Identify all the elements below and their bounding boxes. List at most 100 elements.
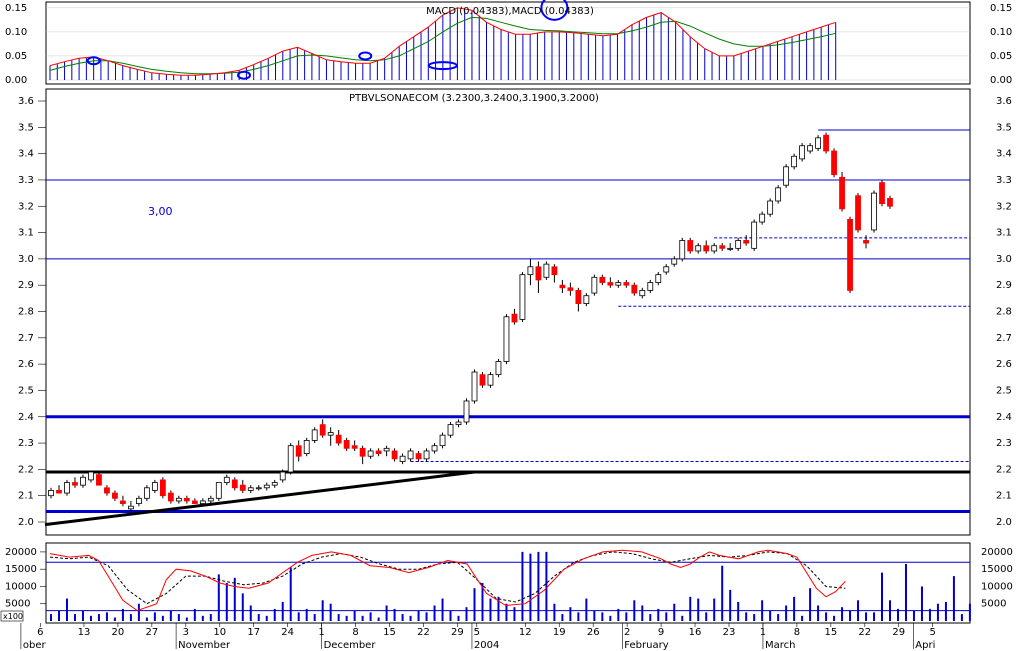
price-tick-label: 2.2 <box>996 464 1012 475</box>
candle-body <box>431 445 438 452</box>
macd-tick-label: 0.00 <box>5 75 27 86</box>
candle-body <box>855 195 861 231</box>
date-tick-label: 22 <box>417 627 430 638</box>
candle-body <box>463 400 470 423</box>
candlesticks <box>48 132 893 512</box>
candle-body <box>343 440 350 449</box>
candle-body <box>247 487 254 491</box>
price-tick-label: 2.1 <box>18 491 34 502</box>
date-tick-label: 13 <box>78 627 91 638</box>
candle-body <box>80 476 86 486</box>
candle-body <box>359 447 366 457</box>
candle-body <box>607 282 614 286</box>
date-tick-label: 5 <box>474 627 480 638</box>
candle-body <box>199 500 206 504</box>
stochastic-d-line <box>49 551 846 605</box>
date-tick-label: 9 <box>658 627 664 638</box>
month-label: March <box>765 640 795 651</box>
candle-body <box>823 134 829 152</box>
candle-body <box>671 258 678 265</box>
candle-body <box>96 474 102 486</box>
candle-body <box>863 240 869 244</box>
candle-body <box>151 482 158 491</box>
macd-line <box>49 7 836 76</box>
unit-box <box>0 610 24 622</box>
price-tick-label: 2.0 <box>996 517 1012 528</box>
stochastic-y-axis-left: 5000 10000 15000 20000 <box>5 547 46 610</box>
date-tick-label: 19 <box>553 627 566 638</box>
candle-body <box>112 492 118 499</box>
candle-body <box>287 445 294 473</box>
price-tick-label: 3.0 <box>18 254 34 265</box>
candle-body <box>271 482 278 486</box>
candle-body <box>239 484 246 491</box>
price-tick-label: 3.3 <box>996 175 1012 186</box>
candle-body <box>735 240 742 249</box>
candle-body <box>303 440 310 454</box>
month-label: December <box>324 640 377 651</box>
candle-body <box>615 282 622 286</box>
stochastic-tick-label: 20000 <box>981 547 1013 558</box>
candle-body <box>367 450 374 457</box>
price-tick-label: 3.2 <box>18 201 34 212</box>
candle-body <box>687 240 694 252</box>
date-tick-label: 22 <box>858 627 871 638</box>
price-tick-label: 3.1 <box>996 228 1012 239</box>
price-frame <box>45 88 971 536</box>
price-annotation: 3,00 <box>148 205 173 218</box>
candle-body <box>519 274 526 320</box>
candle-body <box>743 240 750 244</box>
candle-body <box>879 182 885 205</box>
price-tick-label: 2.3 <box>996 438 1012 449</box>
price-tick-label: 3.4 <box>18 149 34 160</box>
candle-body <box>391 450 398 460</box>
candle-body <box>295 445 302 457</box>
candle-body <box>143 487 150 499</box>
price-tick-label: 2.4 <box>996 412 1012 423</box>
candle-body <box>559 284 566 289</box>
macd-highlight-circle <box>358 51 373 61</box>
candle-body <box>535 266 542 281</box>
stochastic-y-axis-right: 5000 10000 15000 20000 <box>981 547 1013 610</box>
macd-tick-label: 0.15 <box>990 3 1012 14</box>
price-tick-label: 2.1 <box>996 491 1012 502</box>
stochastic-tick-label: 10000 <box>981 581 1013 592</box>
candle-body <box>56 490 62 494</box>
price-tick-label: 3.5 <box>18 122 34 133</box>
unit-label: x100 <box>3 612 23 621</box>
price-tick-label: 2.7 <box>996 333 1012 344</box>
candle-body <box>335 434 342 444</box>
month-label: 2004 <box>474 640 499 651</box>
date-tick-label: 10 <box>213 627 226 638</box>
macd-highlights <box>86 0 569 80</box>
candle-body <box>191 500 198 504</box>
date-ticks: 6 13 20 27 3 10 17 24 1 8 15 22 29 5 12 19 26 2 9 16 23 1 8 15 2… <box>37 623 936 638</box>
macd-y-axis-left: 0.00 0.05 0.10 0.15 <box>5 3 27 86</box>
stochastic-tick-label: 5000 <box>5 599 30 610</box>
candle-body <box>807 145 813 152</box>
candle-body <box>639 290 646 297</box>
candle-body <box>767 200 774 215</box>
candle-body <box>887 197 893 207</box>
candle-body <box>655 274 662 283</box>
date-tick-label: 26 <box>587 627 600 638</box>
date-tick-label: 27 <box>145 627 158 638</box>
price-tick-label: 3.5 <box>996 122 1012 133</box>
candle-body <box>719 245 726 249</box>
candle-body <box>775 187 782 202</box>
candle-body <box>128 505 134 510</box>
macd-highlight-circle <box>427 61 458 71</box>
candle-body <box>479 374 486 386</box>
date-tick-label: 15 <box>824 627 837 638</box>
stochastic-tick-label: 15000 <box>5 564 37 575</box>
candle-body <box>383 447 390 452</box>
date-axis: 6 13 20 27 3 10 17 24 1 8 15 22 29 5 12 19 26 2 9 16 23 1 8 15 2… <box>20 622 970 651</box>
candle-body <box>623 282 630 286</box>
candle-body <box>439 434 446 447</box>
candle-body <box>48 490 54 497</box>
candle-body <box>695 245 702 252</box>
price-tick-label: 2.6 <box>18 359 34 370</box>
macd-title: MACD (0.04383),MACD (0.04383) <box>426 6 594 17</box>
